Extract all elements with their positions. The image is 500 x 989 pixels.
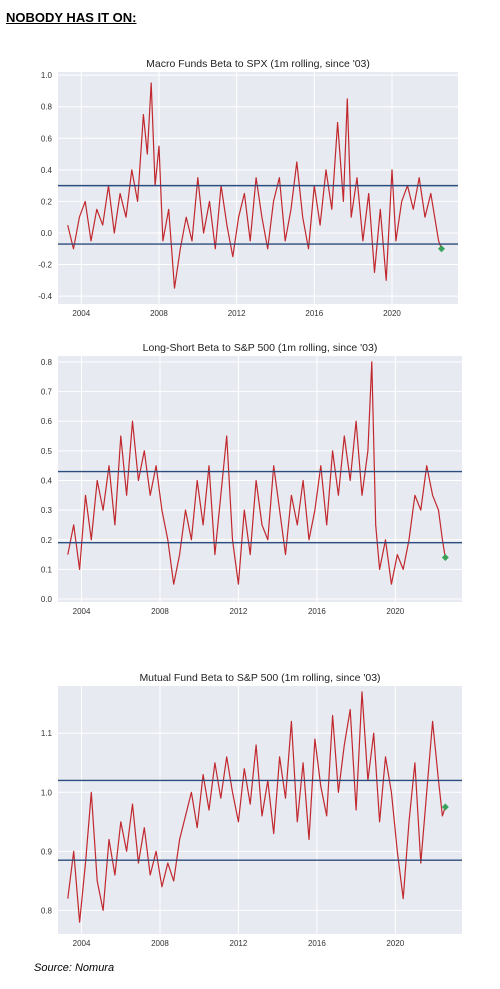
y-tick-label: 0.2 [41, 197, 53, 206]
y-tick-label: 0.0 [41, 229, 53, 238]
x-tick-label: 2008 [150, 309, 168, 318]
chart-title: Long-Short Beta to S&P 500 (1m rolling, … [143, 342, 378, 354]
source-note: Source: Nomura [34, 962, 115, 974]
x-tick-label: 2012 [228, 309, 246, 318]
y-tick-label: 0.7 [41, 388, 53, 397]
y-tick-label: 1.0 [41, 788, 53, 797]
chart-macro-funds-beta: Macro Funds Beta to SPX (1m rolling, sin… [0, 56, 500, 318]
chart-title: Macro Funds Beta to SPX (1m rolling, sin… [146, 58, 370, 70]
chart-title: Mutual Fund Beta to S&P 500 (1m rolling,… [139, 672, 380, 684]
y-tick-label: 0.1 [41, 565, 53, 574]
last-point-marker [441, 554, 449, 562]
y-tick-label: 0.5 [41, 447, 53, 456]
x-tick-label: 2020 [386, 607, 404, 616]
y-tick-label: 0.4 [41, 166, 53, 175]
x-tick-label: 2004 [73, 607, 91, 616]
chart-svg: Macro Funds Beta to SPX (1m rolling, sin… [38, 58, 458, 318]
y-tick-label: 0.4 [41, 476, 53, 485]
chart-svg: Long-Short Beta to S&P 500 (1m rolling, … [41, 342, 462, 616]
x-tick-label: 2012 [230, 939, 248, 948]
x-tick-label: 2016 [308, 607, 326, 616]
plot-area [58, 686, 462, 934]
y-tick-label: 0.8 [41, 103, 53, 112]
y-tick-label: 0.6 [41, 417, 53, 426]
chart-long-short-beta: Long-Short Beta to S&P 500 (1m rolling, … [0, 340, 500, 618]
x-tick-label: 2012 [230, 607, 248, 616]
y-tick-label: 0.8 [41, 906, 53, 915]
x-tick-label: 2008 [151, 939, 169, 948]
chart-mutual-fund-beta: Mutual Fund Beta to S&P 500 (1m rolling,… [0, 666, 500, 956]
chart-svg: Mutual Fund Beta to S&P 500 (1m rolling,… [41, 672, 462, 948]
y-tick-label: 0.2 [41, 536, 53, 545]
y-tick-label: 0.8 [41, 358, 53, 367]
x-tick-label: 2004 [73, 939, 91, 948]
last-point-marker [441, 803, 449, 811]
last-point-marker [437, 245, 445, 253]
y-tick-label: 1.0 [41, 71, 53, 80]
x-tick-label: 2004 [72, 309, 90, 318]
x-tick-label: 2020 [386, 939, 404, 948]
x-tick-label: 2016 [305, 309, 323, 318]
y-tick-label: -0.4 [38, 292, 52, 301]
series-line [67, 361, 446, 585]
x-tick-label: 2020 [383, 309, 401, 318]
y-tick-label: 0.6 [41, 134, 53, 143]
y-tick-label: 0.0 [41, 595, 53, 604]
y-tick-label: 0.9 [41, 847, 53, 856]
y-tick-label: 0.3 [41, 506, 53, 515]
series-line [67, 82, 443, 289]
y-tick-label: -0.2 [38, 261, 52, 270]
x-tick-label: 2008 [151, 607, 169, 616]
x-tick-label: 2016 [308, 939, 326, 948]
headline: NOBODY HAS IT ON: [6, 10, 137, 25]
y-tick-label: 1.1 [41, 729, 53, 738]
